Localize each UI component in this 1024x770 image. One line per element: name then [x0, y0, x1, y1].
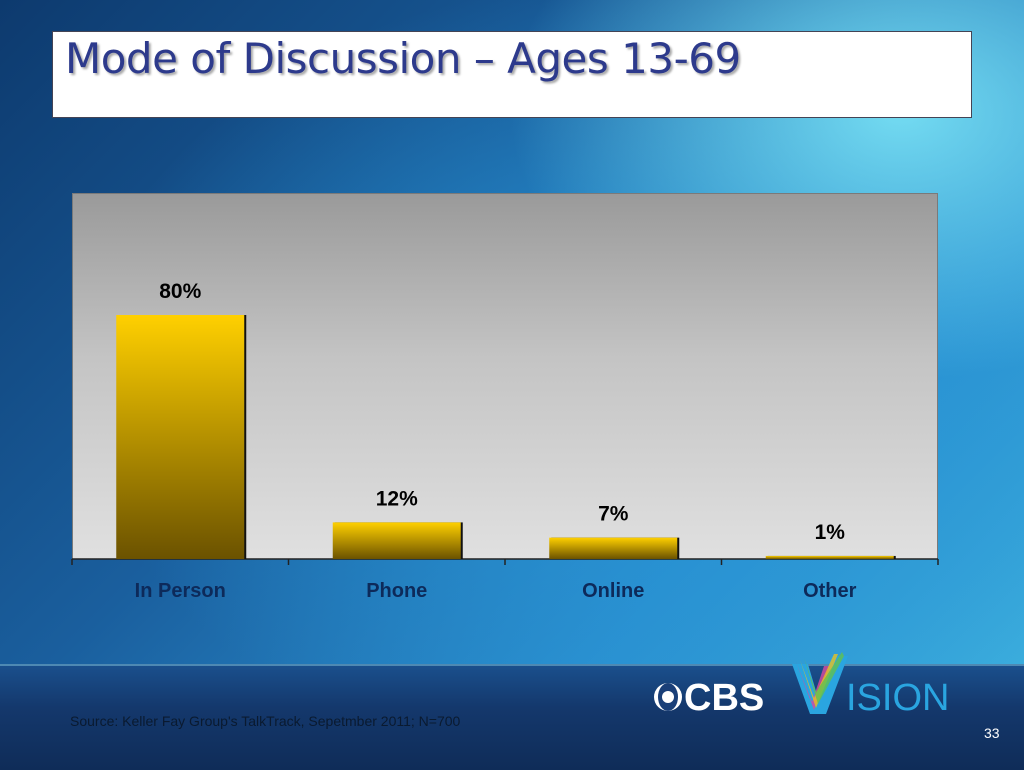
x-tick-labels: In Person Phone Online Other: [135, 580, 857, 602]
data-label: 12%: [376, 487, 418, 510]
vision-v-icon: [792, 652, 848, 714]
bar-other: [765, 555, 894, 559]
vision-wordmark: ISION: [846, 677, 949, 719]
source-note: Source: Keller Fay Group's TalkTrack, Se…: [70, 713, 461, 729]
bar-online: [549, 537, 678, 559]
page-number: 33: [984, 725, 1000, 741]
slide-title: Mode of Discussion – Ages 13-69: [65, 34, 741, 83]
x-tick-label: Phone: [366, 580, 427, 602]
cbs-wordmark: CBS: [684, 677, 764, 719]
bar-in-person: [116, 315, 245, 559]
bar-series: [116, 315, 896, 559]
cbs-vision-logo: CBS ISION: [654, 652, 949, 719]
data-label: 1%: [815, 521, 846, 544]
footer-band: [0, 664, 1024, 770]
x-tick-label: Other: [803, 580, 857, 602]
cbs-eye-icon: [654, 683, 682, 711]
data-labels: 80% 12% 7% 1%: [159, 280, 845, 544]
bar-phone: [332, 522, 461, 559]
title-box: Mode of Discussion – Ages 13-69: [52, 31, 972, 118]
x-tick-label: Online: [582, 580, 644, 602]
data-label: 80%: [159, 280, 201, 303]
data-label: 7%: [598, 503, 629, 526]
x-tick-label: In Person: [135, 580, 226, 602]
x-axis: [71, 558, 939, 565]
